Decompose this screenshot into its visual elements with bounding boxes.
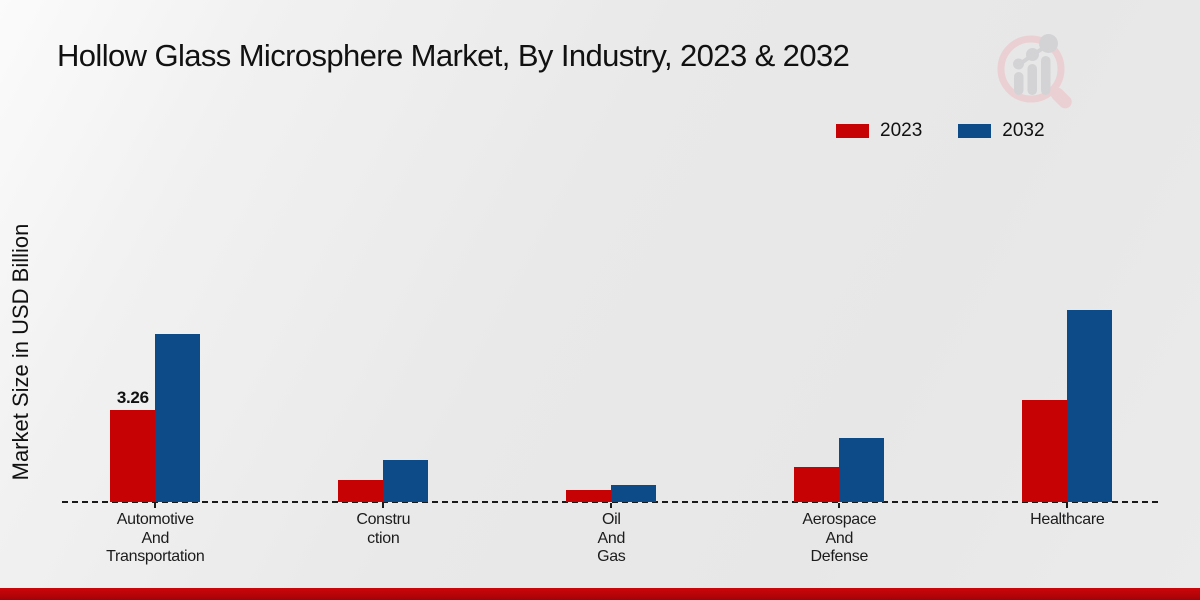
bar-2032-oil-and-gas — [611, 484, 657, 502]
legend-swatch-2023 — [836, 124, 869, 138]
bar-2023-oil-and-gas — [566, 490, 612, 502]
zero-baseline-dashed-line — [62, 501, 1158, 503]
legend-swatch-2032 — [958, 124, 992, 138]
x-axis-tick-oil-and-gas — [610, 503, 613, 508]
brand-logo-icon — [994, 28, 1076, 119]
bar-2032-construction — [383, 460, 429, 502]
bar-2023-aerospace-and-defense — [794, 466, 840, 503]
chart-title: Hollow Glass Microsphere Market, By Indu… — [57, 38, 850, 73]
legend-label-2032: 2032 — [1002, 120, 1045, 141]
bar-2032-healthcare — [1067, 310, 1113, 502]
bar-2032-automotive-and-transportation — [155, 333, 201, 502]
x-axis-label-healthcare: Healthcare — [1030, 511, 1105, 528]
legend-item-2023: 2023 — [836, 120, 922, 142]
x-axis-label-automotive-and-transportation: Automotive And Transportation — [106, 511, 205, 565]
bar-2032-aerospace-and-defense — [839, 438, 885, 502]
bar-value-label-2023-automotive-and-transportation: 3.26 — [116, 388, 149, 408]
x-axis-tick-automotive-and-transportation — [154, 503, 157, 508]
x-axis-tick-aerospace-and-defense — [838, 503, 841, 508]
x-axis-label-aerospace-and-defense: Aerospace And Defense — [802, 511, 877, 565]
magnifier-growth-chart-icon — [997, 34, 1072, 109]
legend: 2023 2032 — [836, 120, 1045, 142]
x-axis-label-oil-and-gas: Oil And Gas — [597, 511, 626, 565]
bar-2023-healthcare — [1022, 399, 1068, 502]
x-axis-label-construction: Constru ction — [356, 511, 411, 547]
x-axis-tick-healthcare — [1066, 503, 1069, 508]
bar-2023-automotive-and-transportation — [110, 410, 156, 502]
legend-item-2032: 2032 — [958, 120, 1045, 142]
x-axis-tick-construction — [382, 503, 385, 508]
footer-accent-bar — [0, 588, 1200, 600]
bar-2023-construction — [338, 480, 384, 502]
legend-label-2023: 2023 — [880, 120, 923, 141]
